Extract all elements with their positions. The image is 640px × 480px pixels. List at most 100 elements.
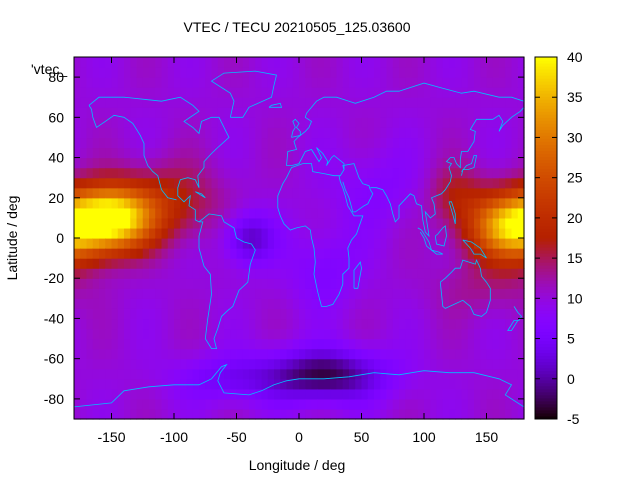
heatmap-cell (461, 358, 469, 370)
heatmap-cell (186, 348, 194, 360)
heatmap-cell (92, 177, 100, 189)
heatmap-cell (436, 137, 444, 149)
heatmap-cell (236, 268, 244, 279)
colorbar-segment (535, 147, 557, 152)
heatmap-cell (92, 127, 100, 139)
heatmap-cell (517, 348, 525, 360)
heatmap-cell (199, 207, 206, 219)
heatmap-cell (299, 278, 306, 289)
heatmap-cell (299, 57, 306, 68)
heatmap-cell (211, 97, 219, 108)
heatmap-cell (505, 167, 513, 179)
heatmap-cell (417, 97, 425, 108)
heatmap-cell (336, 137, 344, 149)
heatmap-cell (424, 177, 431, 189)
heatmap-cell (492, 207, 500, 219)
heatmap-cell (211, 197, 219, 209)
heatmap-cell (417, 137, 425, 149)
heatmap-cell (399, 328, 406, 340)
heatmap-cell (299, 288, 306, 299)
heatmap-cell (505, 258, 513, 269)
heatmap-cell (155, 217, 163, 229)
heatmap-cell (174, 278, 181, 289)
heatmap-cell (436, 238, 444, 249)
heatmap-cell (199, 408, 206, 420)
heatmap-cell (517, 338, 525, 350)
heatmap-cell (505, 177, 513, 189)
heatmap-cell (299, 227, 306, 239)
heatmap-cell (136, 77, 144, 88)
heatmap-cell (367, 57, 375, 68)
heatmap-cell (224, 268, 231, 279)
heatmap-cell (517, 57, 525, 68)
heatmap-cell (349, 308, 356, 320)
heatmap-cell (430, 107, 438, 118)
heatmap-cell (480, 87, 488, 98)
heatmap-cell (255, 207, 263, 219)
heatmap-cell (286, 288, 294, 299)
heatmap-cell (130, 157, 138, 169)
heatmap-cell (386, 97, 394, 108)
heatmap-cell (380, 368, 388, 380)
heatmap-cell (311, 268, 319, 279)
heatmap-cell (205, 358, 213, 370)
heatmap-cell (311, 368, 319, 380)
heatmap-cell (305, 137, 313, 149)
heatmap-cell (292, 137, 300, 149)
heatmap-cell (286, 187, 294, 199)
heatmap-cell (367, 318, 375, 330)
colorbar-segment (535, 349, 557, 354)
heatmap-cell (392, 358, 400, 370)
heatmap-cell (330, 137, 338, 149)
heatmap-cell (486, 197, 494, 209)
heatmap-cell (99, 127, 106, 139)
heatmap-cell (136, 238, 144, 249)
heatmap-cell (517, 378, 525, 390)
heatmap-cell (442, 328, 450, 340)
heatmap-cell (180, 368, 188, 380)
heatmap-cell (386, 388, 394, 400)
heatmap-cell (374, 137, 381, 149)
heatmap-cell (86, 117, 94, 128)
heatmap-cell (192, 67, 200, 78)
heatmap-cell (517, 177, 525, 189)
heatmap-cell (392, 207, 400, 219)
heatmap-cell (436, 338, 444, 350)
heatmap-cell (92, 147, 100, 159)
colorbar-segment (535, 247, 557, 251)
heatmap-cell (205, 268, 213, 279)
heatmap-cell (467, 227, 475, 239)
heatmap-cell (180, 217, 188, 229)
heatmap-cell (461, 107, 469, 118)
heatmap-cell (311, 167, 319, 179)
heatmap-cell (324, 298, 331, 309)
heatmap-cell (224, 197, 231, 209)
heatmap-cell (486, 258, 494, 269)
heatmap-cell (374, 87, 381, 98)
heatmap-cell (324, 318, 331, 330)
heatmap-cell (217, 408, 225, 420)
heatmap-cell (505, 67, 513, 78)
heatmap-cell (80, 348, 88, 360)
heatmap-cell (349, 87, 356, 98)
heatmap-cell (399, 87, 406, 98)
heatmap-cell (461, 217, 469, 229)
heatmap-cell (286, 408, 294, 420)
heatmap-cell (249, 248, 256, 259)
heatmap-cell (267, 348, 275, 360)
heatmap-cell (317, 238, 325, 249)
heatmap-cell (142, 298, 150, 309)
heatmap-cell (92, 77, 100, 88)
heatmap-cell (492, 117, 500, 128)
heatmap-cell (442, 278, 450, 289)
heatmap-cell (192, 268, 200, 279)
heatmap-cell (511, 87, 519, 98)
heatmap-cell (174, 77, 181, 88)
heatmap-cell (324, 187, 331, 199)
coastline (431, 249, 443, 255)
heatmap-cell (224, 147, 231, 159)
heatmap-cell (105, 358, 113, 370)
heatmap-cell (292, 167, 300, 179)
heatmap-cell (99, 298, 106, 309)
heatmap-cell (386, 77, 394, 88)
